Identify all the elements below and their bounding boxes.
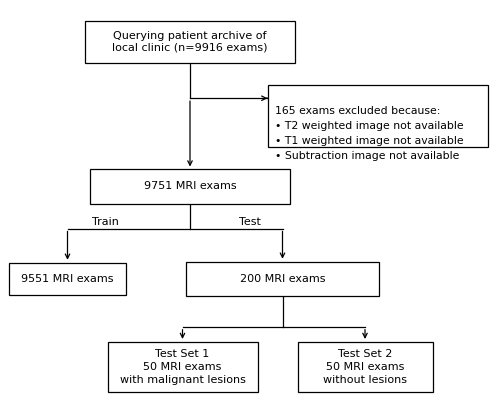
Bar [85,21,295,63]
Text: 200 MRI exams: 200 MRI exams [240,274,325,284]
Bar [268,85,488,148]
Bar [108,342,258,392]
Text: 9751 MRI exams: 9751 MRI exams [144,182,236,191]
Text: Querying patient archive of
local clinic (n=9916 exams): Querying patient archive of local clinic… [112,31,268,53]
Text: 9551 MRI exams: 9551 MRI exams [21,274,114,284]
Text: Test Set 2: Test Set 2 [338,349,392,358]
Text: 50 MRI exams: 50 MRI exams [144,362,222,372]
Text: 50 MRI exams: 50 MRI exams [326,362,404,372]
Bar [186,261,379,296]
Text: without lesions: without lesions [323,375,407,385]
Text: 165 exams excluded because:
• T2 weighted image not available
• T1 weighted imag: 165 exams excluded because: • T2 weighte… [275,106,464,161]
Text: with malignant lesions: with malignant lesions [120,375,246,385]
Bar [298,342,432,392]
Text: Train: Train [92,217,118,227]
Text: Test: Test [239,217,261,227]
Bar [90,170,290,204]
Text: Test Set 1: Test Set 1 [156,349,210,358]
Bar [9,263,126,295]
